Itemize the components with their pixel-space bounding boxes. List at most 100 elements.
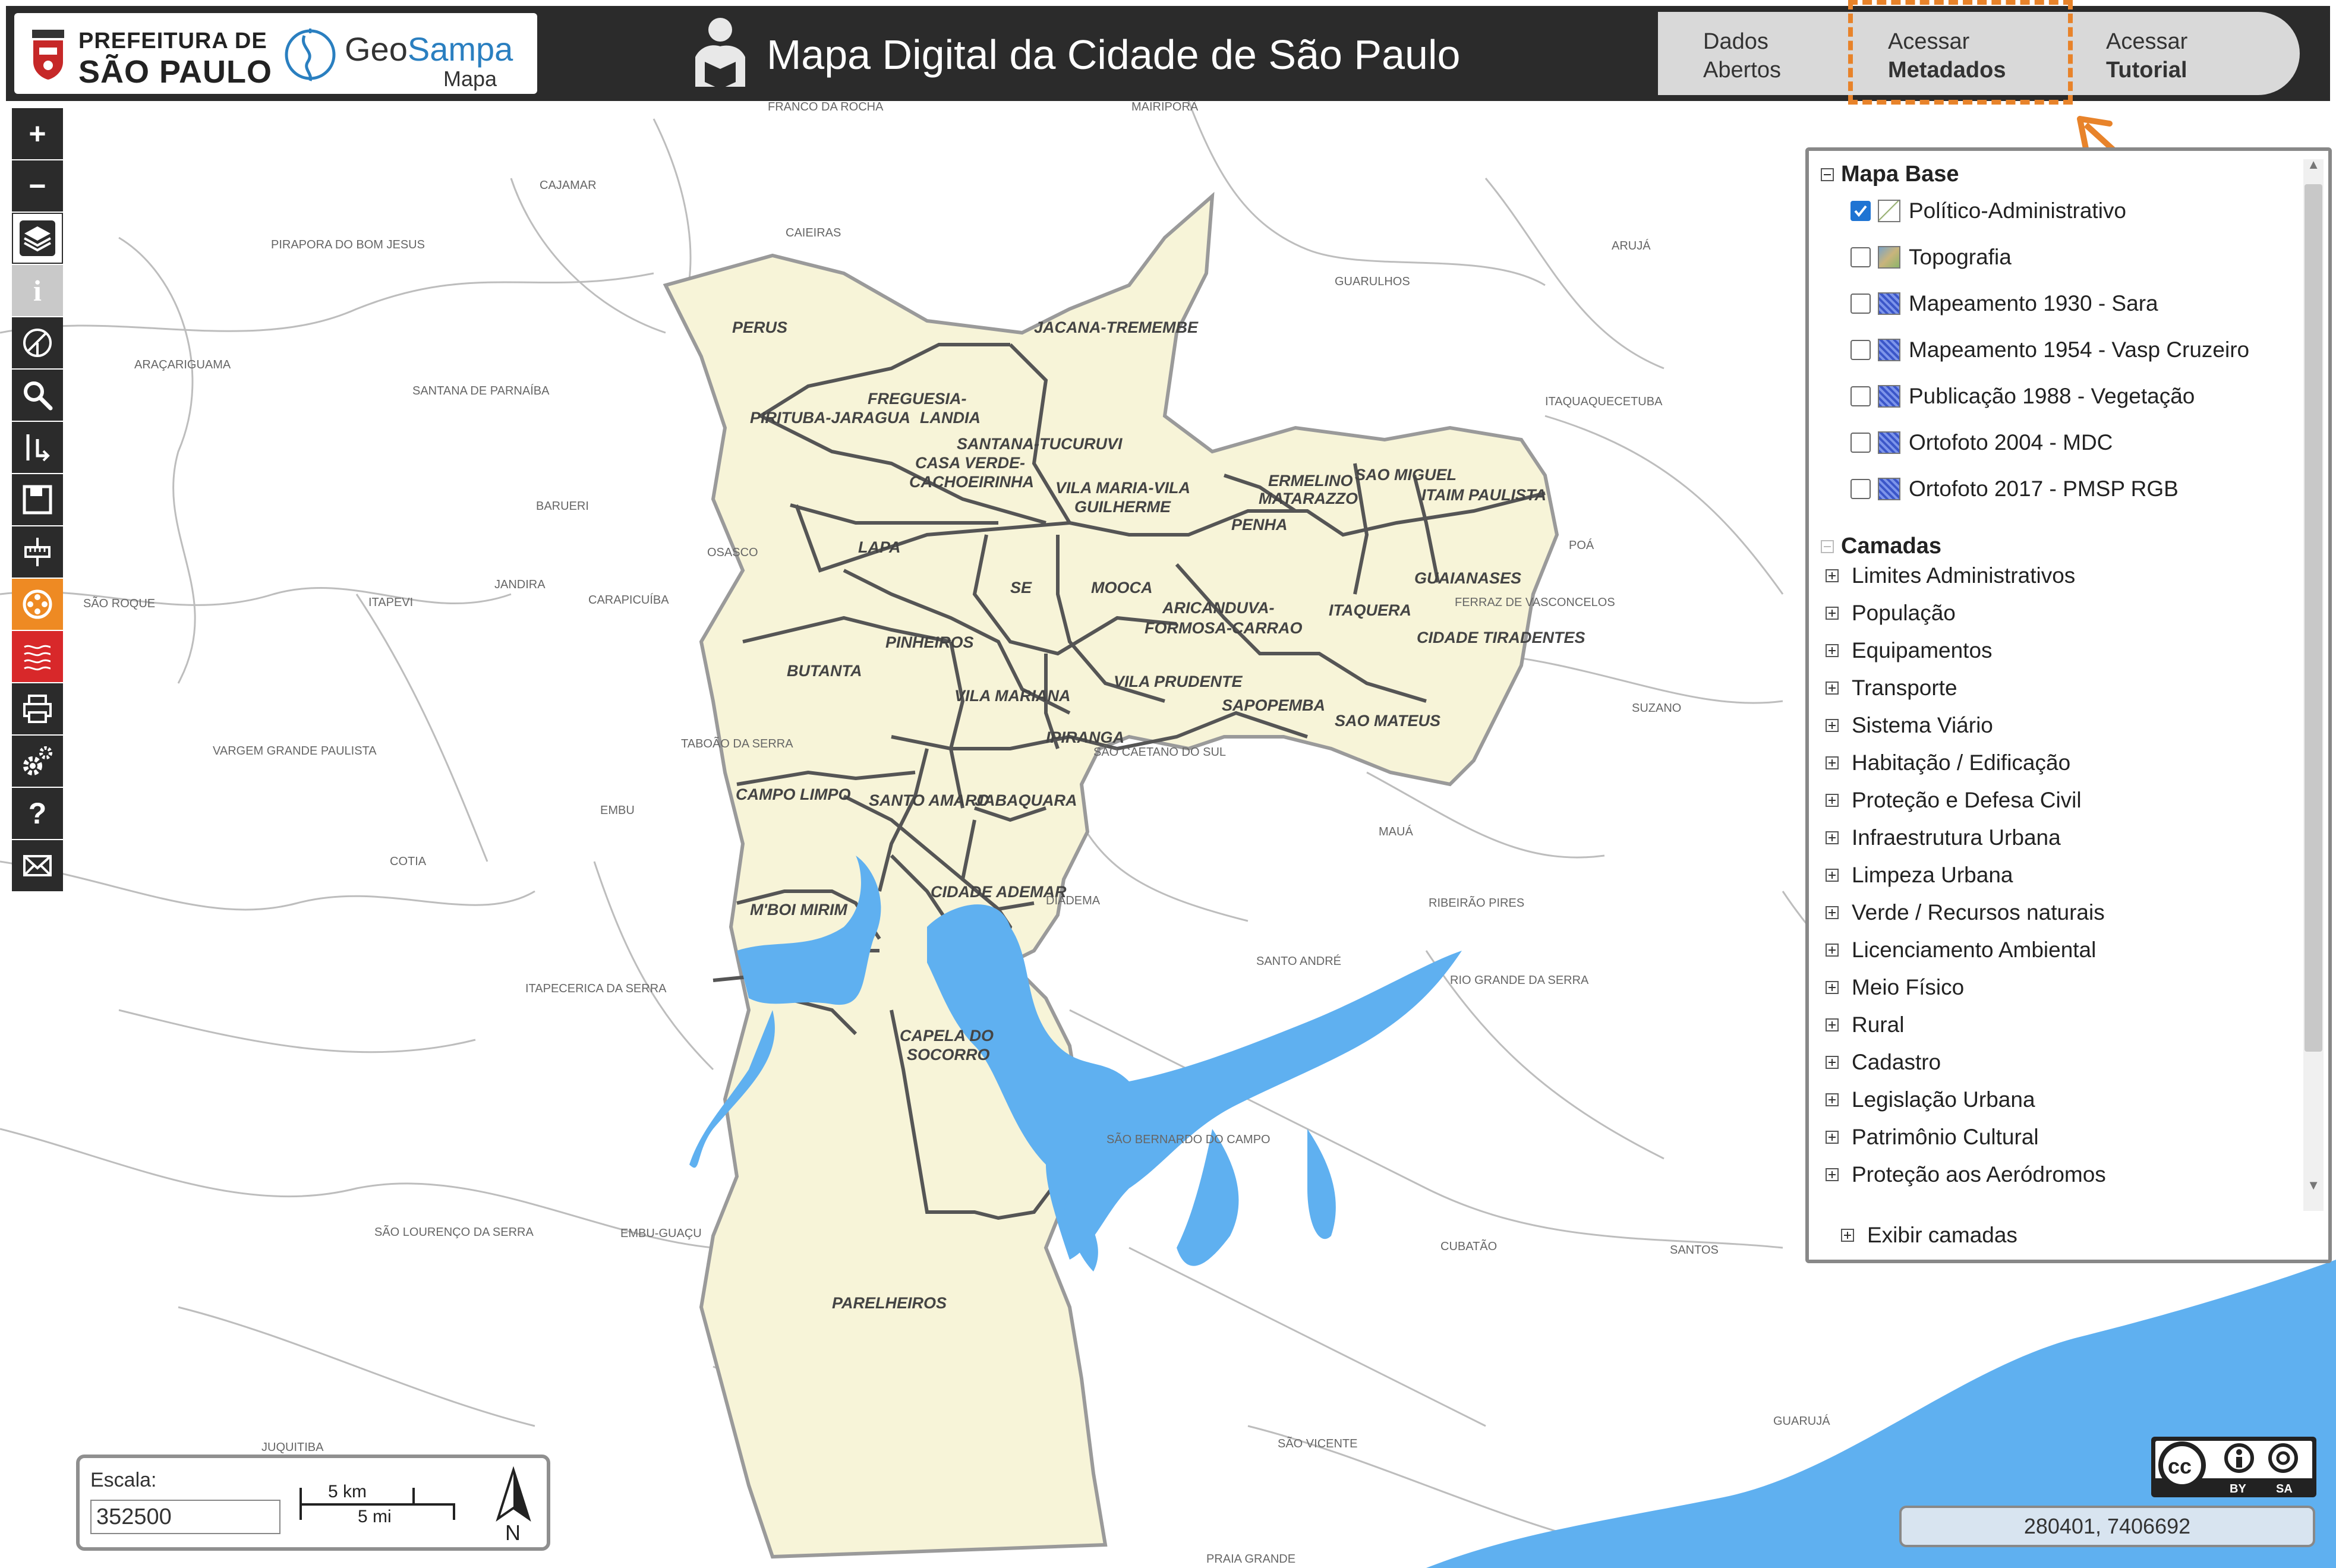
layer-item[interactable]: Equipamentos [1826,637,1993,664]
district-label: SAO MATEUS [1335,712,1440,730]
tab-dados-abertos[interactable]: Dados Abertos [1658,12,1863,95]
layer-item[interactable]: Proteção aos Aeródromos [1826,1161,2106,1188]
scale-widget: Escala: 5 km 5 mi N [76,1455,550,1551]
layer-panel: ▲ ▼ Mapa Base Político-Administrativo To… [1805,147,2332,1263]
district-label: MATARAZZO [1259,490,1358,507]
info-button[interactable]: i [12,265,63,316]
coordinates-readout: 280401, 7406692 [1899,1506,2315,1547]
district-label: ITAIM PAULISTA [1421,486,1546,504]
search-icon [24,381,53,411]
layer-item[interactable]: População [1826,600,1956,627]
base-item-publicacao-1988[interactable]: Publicação 1988 - Vegetação [1850,383,2195,410]
scroll-down-icon[interactable]: ▼ [2307,1178,2320,1192]
layer-item[interactable]: Rural [1826,1011,1904,1039]
layer-item[interactable]: Licenciamento Ambiental [1826,936,2096,964]
highlight-annotation [1848,0,2073,105]
base-item-mapeamento-1930[interactable]: Mapeamento 1930 - Sara [1850,290,2158,317]
district-label: LAPA [858,538,901,556]
help-button[interactable]: ? [12,788,63,839]
route-button[interactable] [12,422,63,473]
scale-label: Escala: [90,1469,157,1491]
layer-item[interactable]: Verde / Recursos naturais [1826,899,2105,926]
search-button[interactable] [12,370,63,421]
prefeitura-line-2: SÃO PAULO [78,54,273,90]
base-item-ortofoto-2004[interactable]: Ortofoto 2004 - MDC [1850,429,2113,456]
layers-header[interactable]: Camadas [1821,534,1941,559]
municipality-label: PIRAPORA DO BOM JESUS [271,238,425,251]
layer-item[interactable]: Patrimônio Cultural [1826,1124,2039,1151]
district-label: SANTO AMARO [869,791,989,809]
print-button[interactable] [12,683,63,734]
municipality-label: ITAPECERICA DA SERRA [525,982,667,995]
layer-item[interactable]: Proteção e Defesa Civil [1826,787,2082,814]
scroll-up-icon[interactable]: ▲ [2307,157,2320,172]
collapse-icon [1821,168,1834,181]
save-button[interactable] [12,474,63,525]
settings-button[interactable] [12,736,63,787]
zoom-in-button[interactable]: + [12,108,63,159]
layer-item[interactable]: Limites Administrativos [1826,562,2075,589]
municipality-label: GUARULHOS [1335,275,1410,288]
scale-km-label: 5 km [328,1482,367,1501]
base-map-header[interactable]: Mapa Base [1821,162,1959,187]
panel-scrollbar-thumb[interactable] [2305,184,2322,1052]
hazard-button[interactable] [12,631,63,682]
info-icon: i [33,274,42,307]
ruler-button[interactable] [12,526,63,578]
checkbox-checked[interactable] [1850,201,1871,221]
checkbox[interactable] [1850,340,1871,360]
municipality-label: FERRAZ DE VASCONCELOS [1455,596,1615,609]
base-item-mapeamento-1954[interactable]: Mapeamento 1954 - Vasp Cruzeiro [1850,336,2249,364]
expand-icon [1826,607,1839,620]
district-label: CAMPO LIMPO [736,785,851,803]
reading-person-icon [695,18,745,89]
reservoirs [689,856,1462,1272]
checkbox[interactable] [1850,479,1871,499]
district-label: GUILHERME [1074,498,1171,516]
checkbox[interactable] [1850,247,1871,267]
mail-button[interactable] [12,840,63,891]
district-label: CIDADE ADEMAR [931,883,1067,901]
base-item-topografia[interactable]: Topografia [1850,244,2012,271]
base-item-ortofoto-2017[interactable]: Ortofoto 2017 - PMSP RGB [1850,475,2179,503]
checkbox[interactable] [1850,386,1871,406]
checkbox[interactable] [1850,433,1871,453]
layer-item[interactable]: Habitação / Edificação [1826,749,2070,777]
measure-button[interactable] [12,317,63,368]
raster-swatch-icon [1878,339,1900,361]
district-label: CASA VERDE- [915,454,1025,472]
film-button[interactable] [12,579,63,630]
district-label: JABAQUARA [975,791,1077,809]
district-label: GUAIANASES [1414,569,1521,587]
tab-acessar-metadados[interactable]: Acessar Metadados [1863,12,2074,95]
cc-license-badge[interactable]: cc BY SA [2151,1437,2316,1497]
prefeitura-crest-icon [32,30,64,80]
layer-item[interactable]: Transporte [1826,674,1957,702]
checkbox[interactable] [1850,294,1871,314]
layer-item[interactable]: Meio Físico [1826,974,1964,1001]
zoom-out-button[interactable]: − [12,160,63,212]
layer-item[interactable]: Sistema Viário [1826,712,1993,739]
tab-acessar-tutorial[interactable]: Acessar Tutorial [2074,12,2300,95]
municipality-label: OSASCO [707,546,758,559]
district-label: FREGUESIA- [868,390,967,408]
municipality-label: TABOÃO DA SERRA [681,736,793,750]
district-label: PINHEIROS [885,633,974,651]
municipality-label: SÃO CAETANO DO SUL [1093,744,1226,759]
district-label: SAPOPEMBA [1222,696,1325,714]
layer-item[interactable]: Infraestrutura Urbana [1826,824,2061,851]
app-header: PREFEITURA DE SÃO PAULO GeoSampa Mapa Ma… [6,6,2330,101]
municipality-label: MAUÁ [1379,825,1413,838]
expand-icon [1826,831,1839,844]
layer-item[interactable]: Legislação Urbana [1826,1086,2035,1113]
show-layers-toggle[interactable]: Exibir camadas [1841,1222,2017,1249]
share-alike-icon [2268,1443,2298,1473]
scale-input[interactable] [90,1500,280,1534]
logo-area[interactable]: PREFEITURA DE SÃO PAULO GeoSampa Mapa [14,13,537,94]
layer-item[interactable]: Cadastro [1826,1049,1941,1076]
layers-button[interactable] [12,213,63,264]
base-item-politico[interactable]: Político-Administrativo [1850,197,2126,225]
license-sa: SA [2276,1482,2293,1496]
settings-icon [23,746,52,775]
layer-item[interactable]: Limpeza Urbana [1826,862,2013,889]
